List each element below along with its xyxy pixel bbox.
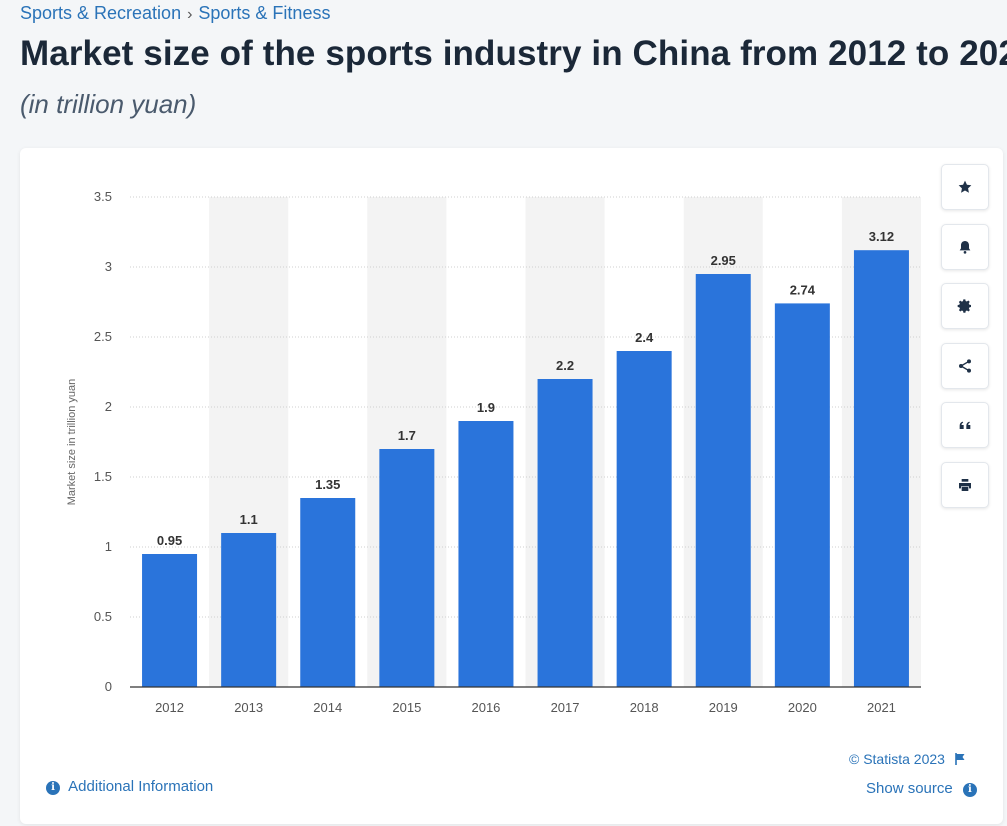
- data-label: 2.74: [790, 282, 816, 297]
- additional-information-link[interactable]: i Additional Information: [46, 778, 213, 795]
- side-toolbar: [941, 164, 989, 521]
- print-button[interactable]: [941, 461, 989, 508]
- bar[interactable]: [774, 303, 830, 687]
- favorite-button[interactable]: [941, 164, 989, 210]
- cite-button[interactable]: [941, 402, 989, 448]
- breadcrumb-link-sports-recreation[interactable]: Sports & Recreation: [20, 3, 182, 23]
- breadcrumb-separator: ›: [187, 6, 193, 23]
- bell-icon: [959, 240, 971, 254]
- star-icon: [958, 180, 972, 193]
- y-tick-label: 2.5: [94, 329, 112, 344]
- y-tick-label: 0.5: [94, 609, 112, 624]
- bar[interactable]: [537, 379, 593, 687]
- bar[interactable]: [695, 274, 751, 687]
- show-source-label: Show source: [866, 780, 953, 797]
- bar[interactable]: [853, 250, 909, 687]
- y-tick-label: 3: [105, 259, 112, 274]
- share-icon: [959, 358, 971, 373]
- x-tick-label: 2021: [867, 700, 896, 715]
- data-label: 2.2: [556, 358, 574, 373]
- info-icon: i: [46, 781, 60, 795]
- copyright-text: © Statista 2023: [849, 751, 945, 767]
- quote-icon: [959, 421, 971, 429]
- x-tick-label: 2015: [392, 700, 421, 715]
- x-tick-label: 2017: [551, 700, 580, 715]
- x-tick-label: 2020: [788, 700, 817, 715]
- x-tick-label: 2012: [155, 700, 184, 715]
- show-source-link[interactable]: Show source i: [866, 780, 977, 797]
- bar[interactable]: [458, 421, 514, 687]
- breadcrumb: Sports & Recreation › Sports & Fitness: [20, 3, 330, 24]
- data-label: 1.9: [477, 400, 495, 415]
- info-icon: i: [962, 783, 977, 797]
- gear-icon: [957, 299, 971, 313]
- y-tick-label: 1: [105, 539, 112, 554]
- y-tick-label: 2: [105, 399, 112, 414]
- data-label: 0.95: [157, 533, 182, 548]
- share-button[interactable]: [941, 342, 989, 389]
- x-tick-label: 2018: [630, 700, 659, 715]
- y-tick-label: 3.5: [94, 189, 112, 204]
- bar[interactable]: [221, 533, 277, 687]
- data-label: 1.7: [398, 428, 416, 443]
- data-label: 2.95: [711, 253, 736, 268]
- page-subtitle: (in trillion yuan): [20, 89, 197, 119]
- data-label: 2.4: [635, 330, 654, 345]
- value-labels: 0.95 1.1 1.35 1.7 1.9 2.2 2.4 2.95 2.74 3.12: [157, 229, 894, 548]
- copyright-link[interactable]: © Statista 2023: [849, 751, 966, 767]
- bars: [142, 250, 909, 687]
- y-tick-label: 1.5: [94, 469, 112, 484]
- flag-icon[interactable]: [955, 753, 966, 765]
- notification-button[interactable]: [941, 223, 989, 270]
- x-tick-label: 2019: [709, 700, 738, 715]
- additional-information-label: Additional Information: [68, 778, 214, 795]
- bar[interactable]: [616, 351, 672, 687]
- data-label: 1.35: [315, 477, 340, 492]
- bar[interactable]: [300, 498, 356, 687]
- settings-button[interactable]: [941, 283, 989, 329]
- x-axis-ticks: 2012 2013 2014 2015 2016 2017 2018 2019 2020 2021: [155, 700, 896, 715]
- data-label: 3.12: [869, 229, 894, 244]
- data-label: 1.1: [240, 512, 258, 527]
- x-tick-label: 2016: [471, 700, 500, 715]
- bar-chart: 0 0.5 1 1.5 2 2.5 3 3.5 0.95 1.1 1.35 1.7 1.9 2.2 2.4…: [66, 189, 921, 715]
- chart-card: 0 0.5 1 1.5 2 2.5 3 3.5 0.95 1.1 1.35 1.7 1.9 2.2 2.4…: [20, 148, 1003, 824]
- x-tick-label: 2014: [313, 700, 342, 715]
- bar[interactable]: [142, 554, 198, 687]
- y-axis-ticks: 0 0.5 1 1.5 2 2.5 3 3.5: [94, 189, 112, 694]
- page-title: Market size of the sports industry in Ch…: [20, 34, 1007, 73]
- x-tick-label: 2013: [234, 700, 263, 715]
- breadcrumb-link-sports-fitness[interactable]: Sports & Fitness: [198, 3, 331, 23]
- bar[interactable]: [379, 449, 435, 687]
- y-tick-label: 0: [105, 679, 112, 694]
- y-axis-title: Market size in trillion yuan: [66, 379, 78, 506]
- print-icon: [959, 478, 971, 491]
